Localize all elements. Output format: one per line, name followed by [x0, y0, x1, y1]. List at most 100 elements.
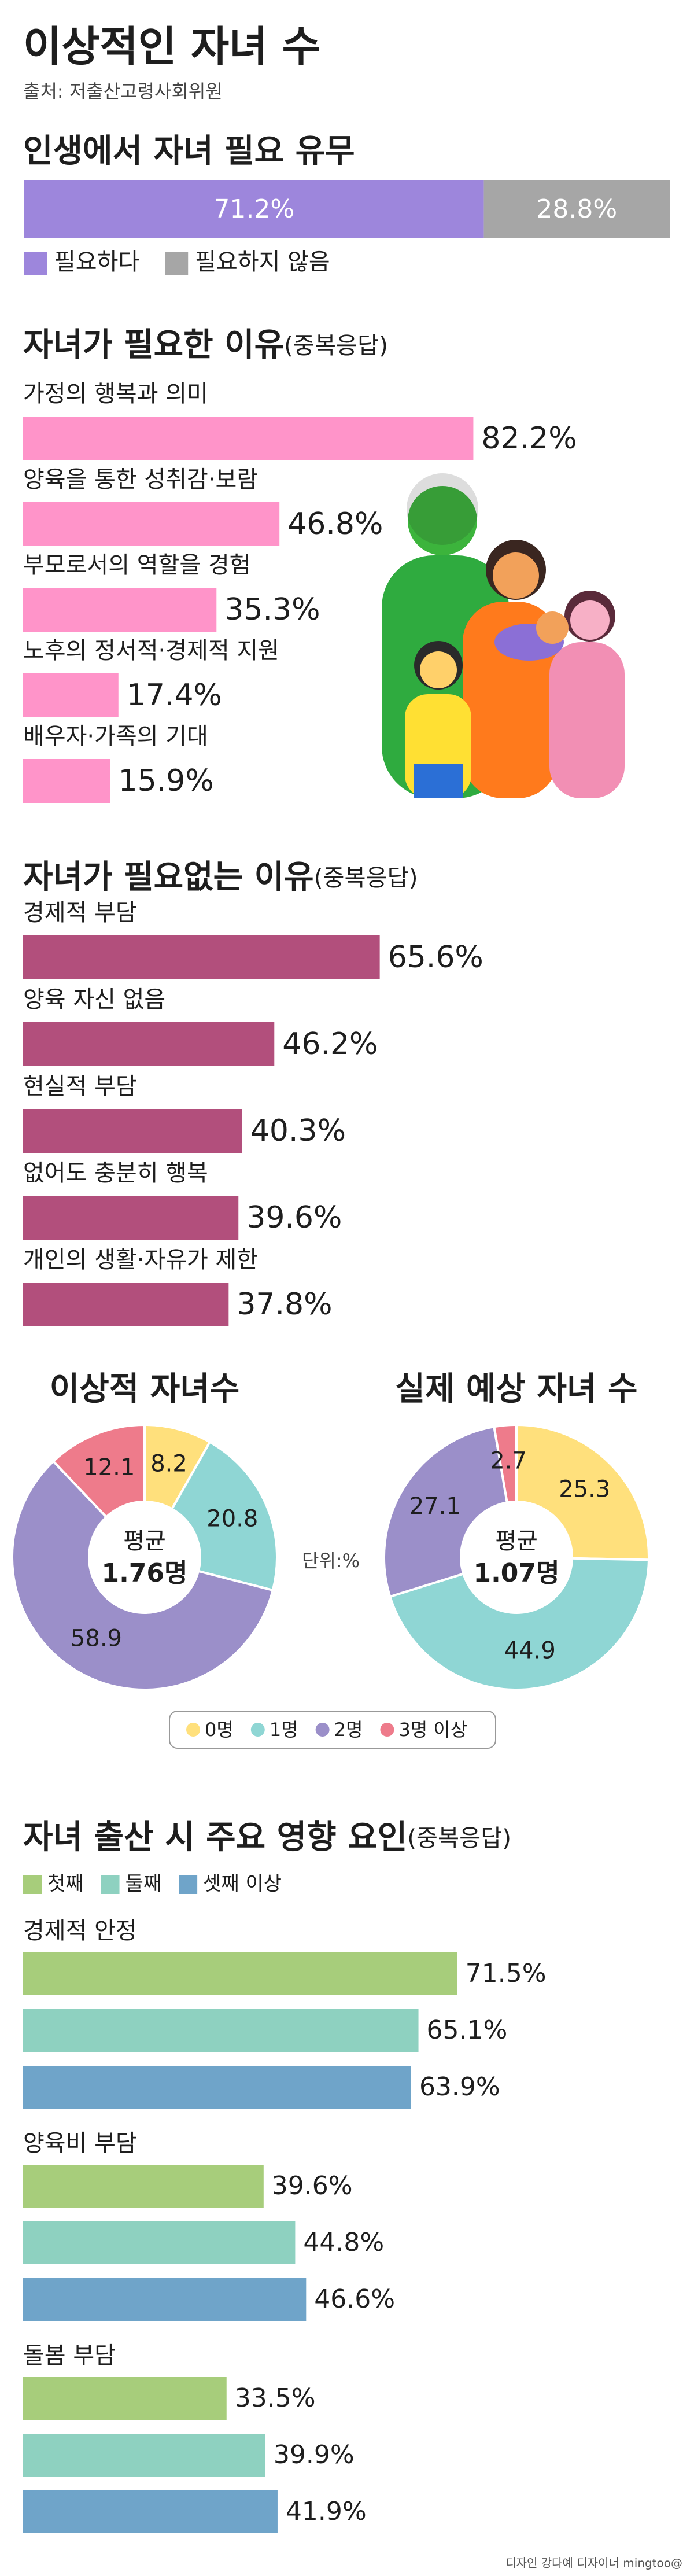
page-title: 이상적인 자녀 수 — [23, 23, 320, 71]
value-label: 40.3% — [250, 1114, 346, 1148]
title-text: 인생에서 자녀 필요 유무 — [23, 132, 355, 170]
title-text: 이상적 자녀수 — [50, 1370, 240, 1408]
legend-swatch — [250, 1723, 265, 1737]
title-text: 자녀가 필요없는 이유 — [23, 858, 314, 896]
category-label: 배우자·가족의 기대 — [23, 723, 208, 750]
legend-label: 0명 — [205, 1719, 234, 1741]
title-text: 자녀가 필요한 이유 — [23, 326, 284, 364]
legend-label: 필요하다 — [54, 249, 139, 275]
legend-swatch — [380, 1723, 394, 1737]
bar-segment — [483, 180, 670, 238]
value-label: 71.5% — [466, 1959, 547, 1988]
bar — [23, 935, 380, 979]
section-title: 자녀가 필요한 이유(중복응답) — [23, 326, 388, 364]
bar — [23, 588, 217, 632]
bar — [23, 2165, 264, 2208]
legend-swatch — [186, 1723, 200, 1737]
value-label: 82.2% — [481, 421, 577, 456]
legend-label: 3명 이상 — [398, 1719, 467, 1741]
value-label: 12.1 — [83, 1454, 135, 1481]
value-label: 44.8% — [303, 2228, 384, 2257]
legend-label: 1명 — [270, 1719, 298, 1741]
category-label: 경제적 안정 — [23, 1918, 137, 1944]
bar — [23, 2009, 419, 2052]
category-label: 개인의 생활·자유가 제한 — [23, 1247, 258, 1273]
center-value: 1.76명 — [101, 1558, 187, 1588]
value-label: 39.6% — [246, 1200, 342, 1235]
value-label: 39.9% — [274, 2440, 355, 2470]
title-text: 실제 예상 자녀 수 — [395, 1370, 637, 1408]
value-label: 46.6% — [314, 2284, 395, 2314]
value-label: 17.4% — [127, 678, 222, 713]
value-label: 15.9% — [119, 764, 214, 798]
source: 출처: 저출산고령사회위원 — [23, 80, 223, 102]
legend-label: 2명 — [334, 1719, 363, 1741]
legend-label: 둘째 — [125, 1873, 162, 1896]
bar — [23, 2434, 265, 2477]
category-label: 노후의 정서적·경제적 지원 — [23, 637, 279, 664]
value-label: 46.8% — [287, 507, 383, 541]
value-label: 65.1% — [427, 2015, 508, 2045]
donut-segment — [388, 1556, 651, 1691]
value-label: 27.1 — [409, 1493, 461, 1520]
bar — [23, 1283, 229, 1326]
bar-segment — [24, 180, 484, 238]
legend-label: 셋째 이상 — [203, 1873, 282, 1896]
section-title: 실제 예상 자녀 수 — [395, 1370, 637, 1408]
legend-swatch — [101, 1875, 120, 1894]
credit: 디자인 강다예 디자이너 mingtoo@ — [505, 2556, 682, 2570]
value-label: 58.9 — [71, 1625, 122, 1652]
bar — [23, 2377, 227, 2420]
legend-swatch — [179, 1875, 198, 1894]
center-title: 평균 — [495, 1528, 538, 1554]
value-label: 25.3 — [559, 1476, 610, 1502]
section-title: 자녀가 필요없는 이유(중복응답) — [23, 858, 418, 896]
legend-swatch — [24, 252, 47, 275]
bar — [23, 1022, 275, 1066]
value-label: 46.2% — [282, 1027, 378, 1062]
category-label: 돌봄 부담 — [23, 2342, 116, 2369]
section-title: 자녀 출산 시 주요 영향 요인(중복응답) — [23, 1819, 511, 1856]
donut-hole — [460, 1501, 573, 1614]
category-label: 양육 자신 없음 — [23, 986, 165, 1013]
value-label: 39.6% — [272, 2171, 353, 2201]
family-illustration — [382, 473, 625, 798]
center-value: 1.07명 — [473, 1558, 559, 1588]
category-label: 경제적 부담 — [23, 900, 137, 926]
value-label: 20.8 — [206, 1505, 258, 1532]
legend-box — [169, 1711, 496, 1749]
legend-swatch — [165, 252, 189, 275]
legend-label: 필요하지 않음 — [195, 249, 330, 275]
title-text: 자녀 출산 시 주요 영향 요인 — [23, 1819, 407, 1856]
bar — [23, 673, 119, 717]
value-label: 37.8% — [237, 1287, 332, 1322]
value-label: 65.6% — [388, 940, 483, 975]
legend-swatch — [315, 1723, 330, 1737]
category-label: 부모로서의 역할을 경험 — [23, 552, 250, 578]
unit-note: 단위:% — [302, 1550, 360, 1572]
subtitle-text: (중복응답) — [407, 1825, 511, 1852]
bar — [23, 2066, 411, 2109]
bar — [23, 1109, 242, 1153]
bar — [23, 759, 110, 803]
value-label: 2.7 — [490, 1448, 527, 1475]
bar — [23, 1196, 239, 1240]
value-label: 28.8% — [536, 194, 617, 224]
category-label: 없어도 충분히 행복 — [23, 1160, 208, 1186]
bar — [23, 502, 280, 546]
section-title: 인생에서 자녀 필요 유무 — [23, 132, 355, 170]
subtitle-text: (중복응답) — [284, 332, 388, 359]
bar — [23, 2221, 296, 2264]
legend-swatch — [23, 1875, 42, 1894]
value-label: 33.5% — [235, 2383, 316, 2413]
value-label: 35.3% — [224, 592, 320, 627]
category-label: 현실적 부담 — [23, 1073, 137, 1100]
center-title: 평균 — [123, 1528, 166, 1554]
subtitle-text: (중복응답) — [314, 864, 418, 891]
bar — [23, 2278, 307, 2321]
value-label: 71.2% — [213, 194, 294, 224]
bar — [23, 2490, 278, 2533]
value-label: 41.9% — [286, 2497, 367, 2526]
